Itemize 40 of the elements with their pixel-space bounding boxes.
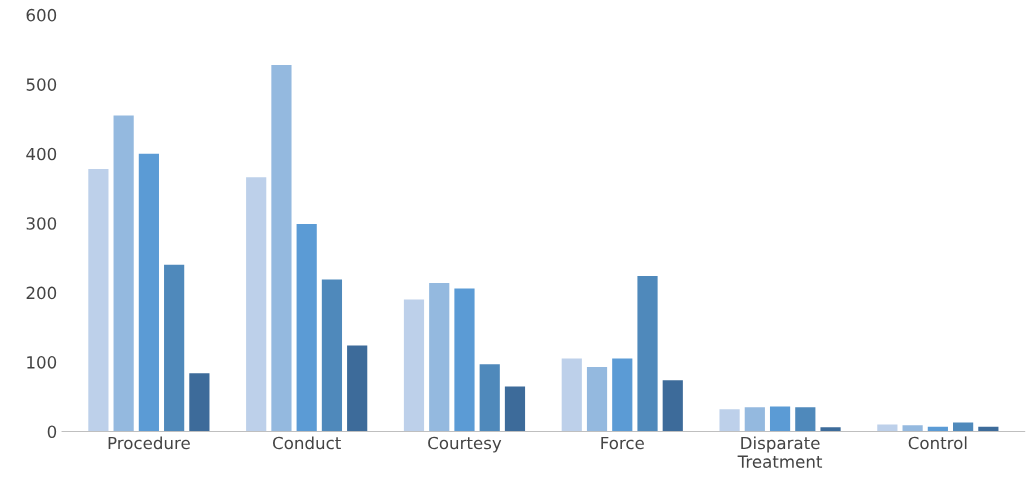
bar [795,407,816,432]
bar [504,386,526,432]
bar [164,264,185,432]
y-tick-label: 0 [47,425,57,439]
bar [637,275,658,432]
bar [744,407,765,432]
bar [586,366,608,432]
bar [246,177,267,432]
bar [561,358,582,432]
bar [953,422,974,432]
bar [321,279,343,432]
bar [88,169,109,432]
bar [479,364,500,432]
bar [769,406,791,432]
bar [612,358,633,432]
bar [454,288,475,432]
bar [403,299,425,432]
y-tick-label: 100 [27,356,57,369]
x-tick-label: Courtesy [428,436,502,453]
bar [902,425,923,432]
x-tick-label: Disparate Treatment [737,436,823,468]
bar [820,427,841,432]
bar [347,345,368,432]
bar [719,409,740,432]
bar [271,64,292,432]
x-tick-label: Conduct [273,436,341,450]
bar [189,373,210,432]
bar [138,153,159,432]
y-tick-label: 500 [26,78,57,91]
x-tick-label: Control [908,436,967,450]
bar [296,223,317,432]
y-tick-label: 600 [26,8,57,22]
y-tick-label: 400 [26,147,57,161]
bar [113,115,134,432]
x-tick-label: Force [601,436,644,450]
y-tick-label: 200 [26,286,57,300]
x-tick-label: Procedure [108,436,190,450]
bar [429,282,450,432]
bar [662,380,683,432]
y-tick-label: 300 [26,217,57,230]
